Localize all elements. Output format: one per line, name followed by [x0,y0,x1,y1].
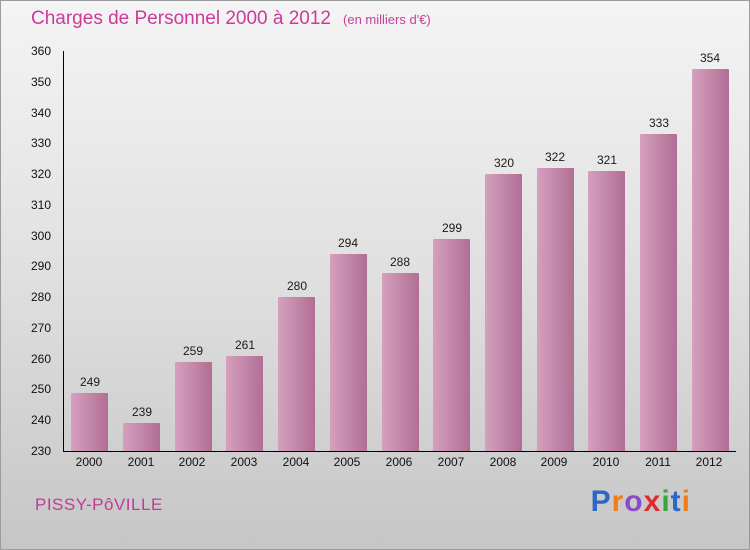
bar [123,423,160,451]
y-tick-label: 360 [30,44,51,58]
plot-area: 249 239 259 261 280 294 288 299 320 322 321 333 354 [63,51,736,452]
bar [485,174,522,451]
bar [330,254,367,451]
x-tick-label: 2011 [645,455,671,469]
bar [226,356,263,451]
y-tick-label: 250 [30,382,51,397]
logo-letter: t [670,485,682,518]
y-tick-label: 270 [30,320,51,335]
commune-label: PISSY-PôVILLE [35,495,163,514]
bar-value-label: 239 [131,405,153,419]
y-tick-label: 260 [30,351,51,366]
x-axis: 2000 2001 2002 2003 2004 2005 2006 2007 2008 2009… [63,455,735,473]
x-tick-label: 2000 [75,455,103,469]
bar [692,69,729,451]
x-tick-label: 2004 [282,455,310,469]
y-tick-label: 350 [30,74,51,89]
x-tick-label: 2002 [178,455,206,469]
bar [640,134,677,451]
y-tick-label: 330 [30,136,51,151]
bar-value-label: 288 [389,255,411,269]
bar [537,168,574,451]
y-tick-label: 290 [30,259,51,274]
bar-value-label: 259 [182,344,204,358]
bar [588,171,625,451]
bar-value-label: 320 [493,156,515,170]
y-axis: 230 240 250 260 270 280 290 300 310 320 330 340 350 3… [1,44,57,458]
bar-value-label: 261 [234,338,256,352]
bar [382,273,419,451]
x-tick-label: 2012 [695,455,723,469]
y-tick-label: 340 [30,105,51,120]
logo-letter: o [624,485,644,518]
bar-value-label: 299 [441,221,463,235]
chart-subtitle: (en milliers d'€) [343,12,431,27]
x-tick-label: 2006 [385,455,413,469]
y-tick-label: 230 [30,444,51,458]
logo-letter: i [661,485,671,518]
x-tick-label: 2001 [127,455,155,469]
y-tick-label: 240 [30,413,51,428]
bar [433,239,470,451]
y-tick-label: 320 [30,167,51,182]
y-tick-label: 280 [30,290,51,305]
bar-value-label: 280 [286,279,308,293]
bar-value-label: 354 [699,51,721,65]
logo-letter: r [611,485,625,518]
x-tick-label: 2009 [540,455,568,469]
chart-header: Charges de Personnel 2000 à 2012 (en mill… [31,8,431,30]
y-tick-label: 310 [30,197,51,212]
logo-letter: x [643,485,662,518]
bar [175,362,212,451]
proxiti-logo: Proxiti [591,485,691,519]
bar-value-label: 333 [648,116,670,130]
bar-value-label: 322 [544,150,566,164]
bar-value-label: 321 [596,153,618,167]
x-tick-label: 2008 [489,455,517,469]
x-tick-label: 2010 [592,455,620,469]
x-tick-label: 2007 [437,455,465,469]
bar [71,393,108,451]
y-tick-label: 300 [30,228,51,243]
bar-value-label: 249 [79,375,101,389]
x-tick-label: 2005 [333,455,361,469]
x-tick-label: 2003 [230,455,258,469]
bar-value-label: 294 [337,236,359,250]
logo-letter: P [590,485,612,518]
bar [278,297,315,451]
logo-letter: i [681,485,691,518]
chart-title: Charges de Personnel 2000 à 2012 [31,8,332,29]
